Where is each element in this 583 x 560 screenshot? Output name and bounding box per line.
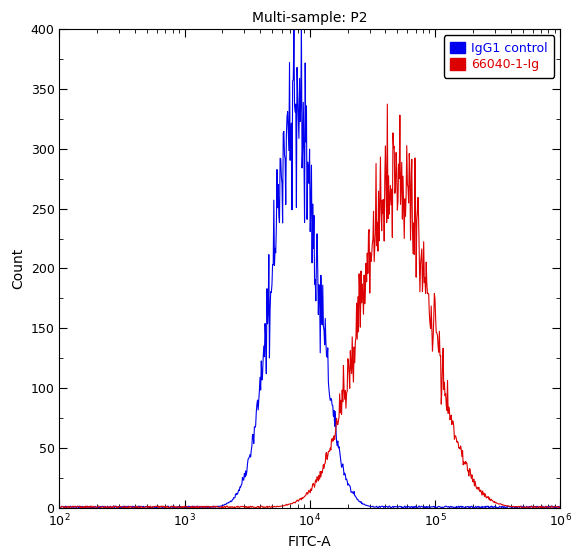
Legend: IgG1 control, 66040-1-Ig: IgG1 control, 66040-1-Ig bbox=[444, 35, 554, 77]
Title: Multi-sample: P2: Multi-sample: P2 bbox=[252, 11, 368, 25]
X-axis label: FITC-A: FITC-A bbox=[288, 535, 332, 549]
Y-axis label: Count: Count bbox=[11, 248, 25, 289]
